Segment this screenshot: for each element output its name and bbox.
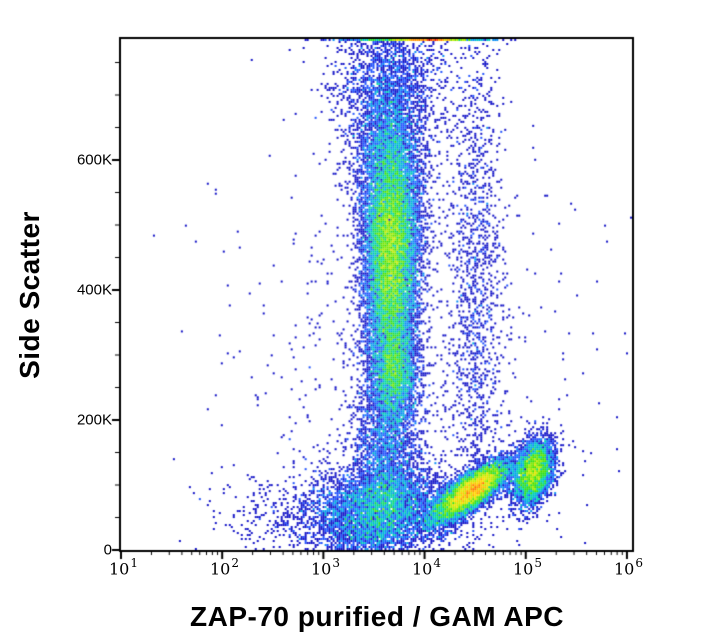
x-tick-label-1e4: 104 <box>412 556 441 579</box>
y-tick-label-600k: 600K <box>76 151 112 169</box>
y-tick-label-200k: 200K <box>76 411 112 429</box>
y-tick-label-0: 0 <box>103 541 112 559</box>
x-tick-label-1e3: 103 <box>311 556 340 579</box>
x-tick-label-1e1: 101 <box>109 556 138 579</box>
x-tick-label-1e6: 106 <box>614 556 643 579</box>
y-axis-title: Side Scatter <box>14 211 45 379</box>
x-tick-label-1e5: 105 <box>513 556 542 579</box>
x-tick-label-1e2: 102 <box>210 556 239 579</box>
x-axis-title: ZAP-70 purified / GAM APC <box>190 601 564 632</box>
y-tick-label-400k: 400K <box>76 281 112 299</box>
